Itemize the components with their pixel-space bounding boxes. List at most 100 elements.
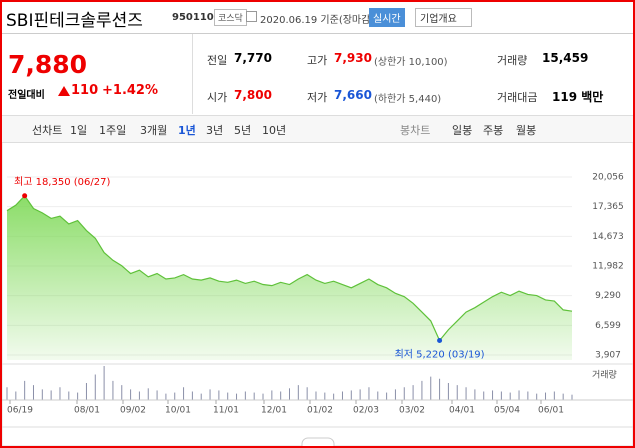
volume-bar bbox=[509, 392, 511, 400]
period-tab[interactable]: 3년 bbox=[206, 124, 224, 137]
period-tab[interactable]: 3개월 bbox=[140, 124, 168, 137]
volume-bar bbox=[183, 387, 185, 400]
volume-bar bbox=[386, 392, 388, 400]
y-tick-label: 11,982 bbox=[592, 261, 624, 271]
chart: 20,056 17,365 14,673 11,982 9,290 6,599 3,907 최… bbox=[2, 142, 633, 446]
stat-label: 저가 bbox=[307, 91, 328, 104]
stat-label: 거래량 bbox=[497, 54, 528, 67]
volume-bar bbox=[483, 391, 485, 400]
change-label: 전일대비 bbox=[8, 90, 45, 101]
y-tick-label: 17,365 bbox=[592, 202, 624, 212]
tab-label: 봉차트 bbox=[400, 124, 431, 137]
calendar-icon bbox=[246, 11, 257, 22]
volume-bar bbox=[15, 391, 17, 400]
volume-bar bbox=[474, 389, 476, 400]
volume-bar bbox=[218, 390, 220, 400]
volume-bar bbox=[59, 387, 61, 400]
divider bbox=[192, 34, 193, 114]
volume-bar bbox=[350, 390, 352, 400]
market-badge: 코스닥 bbox=[214, 9, 247, 26]
period-tab[interactable]: 5년 bbox=[234, 124, 252, 137]
stat-label: 고가 bbox=[307, 54, 328, 67]
candle-tab[interactable]: 일봉 bbox=[452, 124, 473, 137]
volume-bar bbox=[236, 393, 238, 400]
stat-note: (상한가 10,100) bbox=[374, 57, 448, 68]
x-tick-label: 04/01 bbox=[449, 406, 475, 416]
x-tick-label: 05/04 bbox=[494, 406, 520, 416]
volume-bar bbox=[553, 391, 555, 400]
stat-label: 전일 bbox=[207, 54, 228, 67]
volume-bar bbox=[492, 390, 494, 400]
change-percent: +1.42% bbox=[102, 83, 158, 98]
volume-bar bbox=[394, 389, 396, 400]
period-tab[interactable]: 10년 bbox=[262, 124, 287, 137]
stat-value: 7,930 bbox=[334, 51, 372, 65]
volume-bar bbox=[341, 391, 343, 400]
x-tick-label: 06/01 bbox=[538, 406, 564, 416]
price-line bbox=[6, 194, 573, 342]
x-tick-label: 02/03 bbox=[353, 406, 379, 416]
volume-bar bbox=[536, 393, 538, 400]
volume-bar bbox=[465, 387, 467, 400]
volume-bar bbox=[403, 387, 405, 400]
volume-bar bbox=[138, 391, 140, 400]
volume-bar bbox=[121, 385, 123, 400]
volume-bar bbox=[280, 391, 282, 400]
stat-value: 119 백만 bbox=[552, 90, 604, 104]
volume-bar bbox=[6, 387, 8, 400]
stat-note: (하한가 5,440) bbox=[374, 94, 442, 105]
divider bbox=[2, 33, 633, 34]
change-value: 110 bbox=[71, 83, 99, 98]
volume-bar bbox=[209, 389, 211, 400]
stat-label: 시가 bbox=[207, 91, 228, 104]
base-date: 2020.06.19 기준(장마감) bbox=[260, 15, 375, 26]
current-price: 7,880 bbox=[8, 50, 88, 79]
low-marker bbox=[437, 338, 443, 344]
volume-bar bbox=[527, 391, 529, 400]
volume-bar bbox=[439, 378, 441, 400]
volume-bar bbox=[368, 387, 370, 400]
stock-title: SBI핀테크솔루션즈 bbox=[6, 11, 143, 31]
volume-bar bbox=[447, 383, 449, 400]
period-tab[interactable]: 1년 bbox=[178, 124, 196, 137]
volume-bar bbox=[156, 390, 158, 400]
candle-tab[interactable]: 주봉 bbox=[483, 124, 504, 137]
volume-bar bbox=[456, 385, 458, 400]
volume-bar bbox=[191, 391, 193, 400]
volume-bar bbox=[324, 392, 326, 400]
volume-bar bbox=[244, 391, 246, 400]
volume-bar bbox=[103, 366, 105, 400]
volume-bar bbox=[271, 390, 273, 400]
volume-bar bbox=[94, 374, 96, 400]
period-tab[interactable]: 1일 bbox=[70, 124, 88, 137]
y-tick-label: 3,907 bbox=[595, 350, 621, 360]
volume-bar bbox=[112, 380, 114, 400]
toolbar-button bbox=[301, 437, 335, 446]
volume-bar bbox=[315, 391, 317, 400]
volume-bar bbox=[130, 389, 132, 400]
stock-code: 950110 bbox=[172, 12, 214, 23]
volume-bar bbox=[430, 376, 432, 400]
low-label: 최저 5,220 (03/19) bbox=[395, 349, 485, 361]
volume-bar bbox=[289, 388, 290, 400]
volume-bar bbox=[41, 389, 43, 400]
candle-tab[interactable]: 월봉 bbox=[516, 124, 537, 137]
volume-bar bbox=[421, 380, 423, 400]
y-tick-label: 9,290 bbox=[595, 291, 621, 301]
volume-bar bbox=[77, 392, 79, 400]
tab-label: 선차트 bbox=[32, 124, 63, 137]
volume-bar bbox=[24, 380, 26, 400]
high-marker bbox=[22, 193, 28, 199]
x-tick-label: 06/19 bbox=[7, 406, 33, 416]
volume-bar bbox=[306, 387, 308, 400]
period-tab[interactable]: 1주일 bbox=[99, 124, 127, 137]
realtime-button[interactable]: 실시간 bbox=[369, 8, 405, 27]
volume-bar bbox=[377, 391, 379, 400]
volume-bar bbox=[165, 393, 167, 400]
volume-bar bbox=[68, 391, 70, 400]
overview-button[interactable]: 기업개요 bbox=[415, 8, 472, 27]
x-tick-label: 03/02 bbox=[399, 406, 425, 416]
stat-value: 15,459 bbox=[542, 51, 589, 65]
volume-bar bbox=[412, 385, 414, 400]
